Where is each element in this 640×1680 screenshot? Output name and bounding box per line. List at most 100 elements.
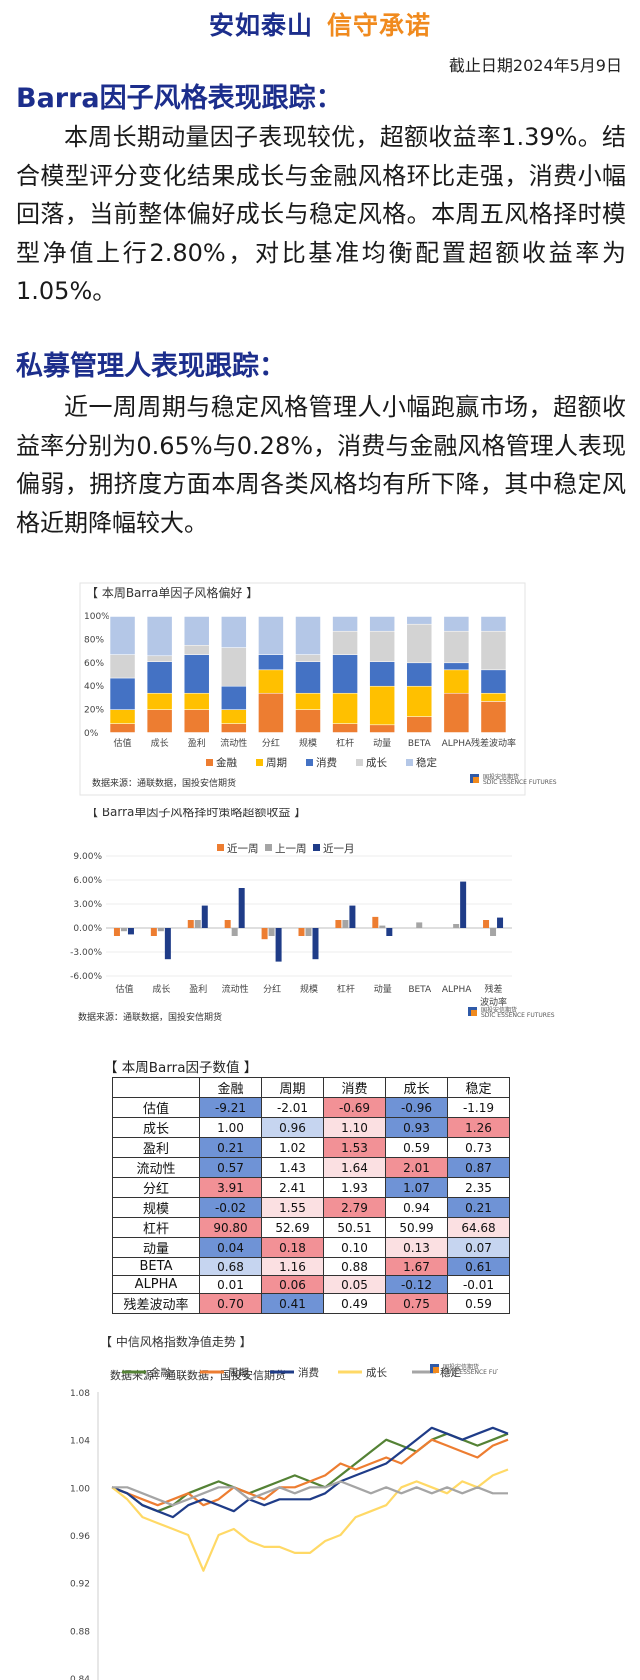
table-cell: -0.02 xyxy=(199,1197,262,1218)
legend-swatch xyxy=(265,844,272,851)
bar-segment xyxy=(406,615,433,625)
bar-segment xyxy=(294,692,322,710)
bar-segment xyxy=(109,654,136,679)
bar xyxy=(231,928,238,936)
bar-outline xyxy=(368,615,396,734)
section2-text: 近一周周期与稳定风格管理人小幅跑赢市场，超额收益率分别为0.65%与0.28%，… xyxy=(16,393,626,537)
bar-segment xyxy=(294,661,322,694)
bar-segment xyxy=(443,630,470,664)
bar xyxy=(157,928,164,932)
series-line xyxy=(111,1426,509,1519)
bar-segment xyxy=(146,692,173,710)
row-header: BETA xyxy=(112,1257,200,1276)
bar-segment xyxy=(406,623,433,664)
bar-segment xyxy=(257,615,285,655)
legend-swatch xyxy=(313,844,320,851)
table-cell: 50.51 xyxy=(323,1217,386,1238)
bar-segment xyxy=(146,661,173,694)
bar xyxy=(490,928,497,936)
column-header: 周期 xyxy=(261,1077,324,1098)
slogan-part1: 安如泰山 xyxy=(208,11,313,40)
bar xyxy=(416,922,423,928)
x-tick-label: 杠杆 xyxy=(337,983,355,995)
bar-outline xyxy=(145,615,174,734)
bar xyxy=(127,928,134,935)
bar xyxy=(372,916,379,928)
bar-segment xyxy=(257,692,285,734)
bar xyxy=(201,905,208,928)
table-cell: 0.49 xyxy=(323,1293,386,1314)
bar-outline xyxy=(405,615,434,734)
legend-label: 近一周 xyxy=(227,842,259,855)
table-cell: 1.26 xyxy=(447,1117,510,1138)
y-tick-label: 100% xyxy=(84,612,110,622)
bar-outline xyxy=(331,615,359,734)
table-row: 盈利 0.21 1.02 1.53 0.59 0.73 xyxy=(112,1137,510,1158)
x-tick-label: 流动性 xyxy=(222,983,249,995)
row-header: 动量 xyxy=(112,1237,200,1258)
table-header-row: 金融 周期 消费 成长 稳定 xyxy=(112,1077,510,1098)
y-tick-label: 3.00% xyxy=(73,900,102,910)
table-cell: 1.55 xyxy=(261,1197,324,1218)
y-tick-label: 40% xyxy=(84,682,104,692)
chart-title: 【 中信风格指数净值走势 】 xyxy=(100,1334,252,1349)
bar xyxy=(261,928,268,940)
legend-swatch xyxy=(356,759,363,766)
bar xyxy=(342,920,349,928)
bar-segment xyxy=(146,709,173,734)
bar-segment xyxy=(331,654,359,694)
chart-title: 【 本周Barra单因子风格偏好 】 xyxy=(86,585,258,600)
table-cell: 0.96 xyxy=(261,1117,324,1138)
logo-text: 国投安信期货 xyxy=(481,1006,517,1014)
table-cell: 0.06 xyxy=(261,1275,324,1294)
bar xyxy=(298,928,305,936)
bar-segment xyxy=(368,661,396,687)
table-cell: 2.41 xyxy=(261,1177,324,1198)
y-tick-label: 80% xyxy=(84,635,104,645)
bar-outline xyxy=(182,615,211,734)
bar-segment xyxy=(220,615,248,648)
legend-label: 成长 xyxy=(366,1367,387,1379)
chart-frame xyxy=(79,582,526,796)
y-tick-label: -3.00% xyxy=(70,948,102,958)
table-row: 规模 -0.02 1.55 2.79 0.94 0.21 xyxy=(112,1197,510,1218)
table-cell: -1.19 xyxy=(447,1097,510,1118)
chart-title: 【 Barra单因子风格择时策略超额收益 】 xyxy=(86,808,306,819)
section2-heading: 私募管理人表现跟踪： xyxy=(16,351,286,382)
y-tick-label: -6.00% xyxy=(70,972,102,982)
legend-label: 成长 xyxy=(366,757,387,769)
legend-label: 金融 xyxy=(216,756,237,769)
chart-timing-excess: 【 Barra单因子风格择时策略超额收益 】近一周 上一周 近一月 -6.00% -3.… xyxy=(0,808,640,1048)
y-tick-label: 1.08 xyxy=(70,1389,90,1399)
legend-label: 稳定 xyxy=(440,1366,461,1379)
legend-label: 消费 xyxy=(298,1366,319,1379)
table-cell: 1.53 xyxy=(323,1137,386,1158)
table-cell: 0.21 xyxy=(199,1137,262,1158)
logo-mark-accent-icon xyxy=(471,1010,477,1016)
bar-segment xyxy=(294,654,322,662)
bar-segment xyxy=(480,630,507,671)
legend-label: 稳定 xyxy=(416,756,437,769)
table-row: 分红 3.91 2.41 1.93 1.07 2.35 xyxy=(112,1177,510,1198)
bar-segment xyxy=(480,615,507,632)
row-header: 规模 xyxy=(112,1197,200,1218)
table-cell: 0.70 xyxy=(199,1293,262,1314)
legend-swatch xyxy=(306,759,313,766)
table-row: 动量 0.04 0.18 0.10 0.13 0.07 xyxy=(112,1237,510,1258)
x-tick-label: 盈利 xyxy=(189,983,207,995)
table-cell: -9.21 xyxy=(199,1097,262,1118)
table-cell: 0.88 xyxy=(323,1257,386,1276)
column-header: 稳定 xyxy=(447,1077,510,1098)
logo-subtext: SDIC ESSENCE FUTURES xyxy=(483,779,557,786)
legend-label: 消费 xyxy=(316,756,337,769)
legend-swatch xyxy=(206,759,213,766)
table-cell: 0.59 xyxy=(385,1137,448,1158)
bar xyxy=(150,928,157,936)
bar-segment xyxy=(220,685,248,710)
bar xyxy=(194,920,201,928)
y-tick-label: 1.00 xyxy=(70,1484,90,1494)
bar-outline xyxy=(108,615,137,734)
chart-source: 数据来源：通联数据，国投安信期货 xyxy=(78,1011,222,1023)
x-tick-label: 杠杆 xyxy=(336,737,354,749)
x-tick-label: 规模 xyxy=(300,984,318,995)
